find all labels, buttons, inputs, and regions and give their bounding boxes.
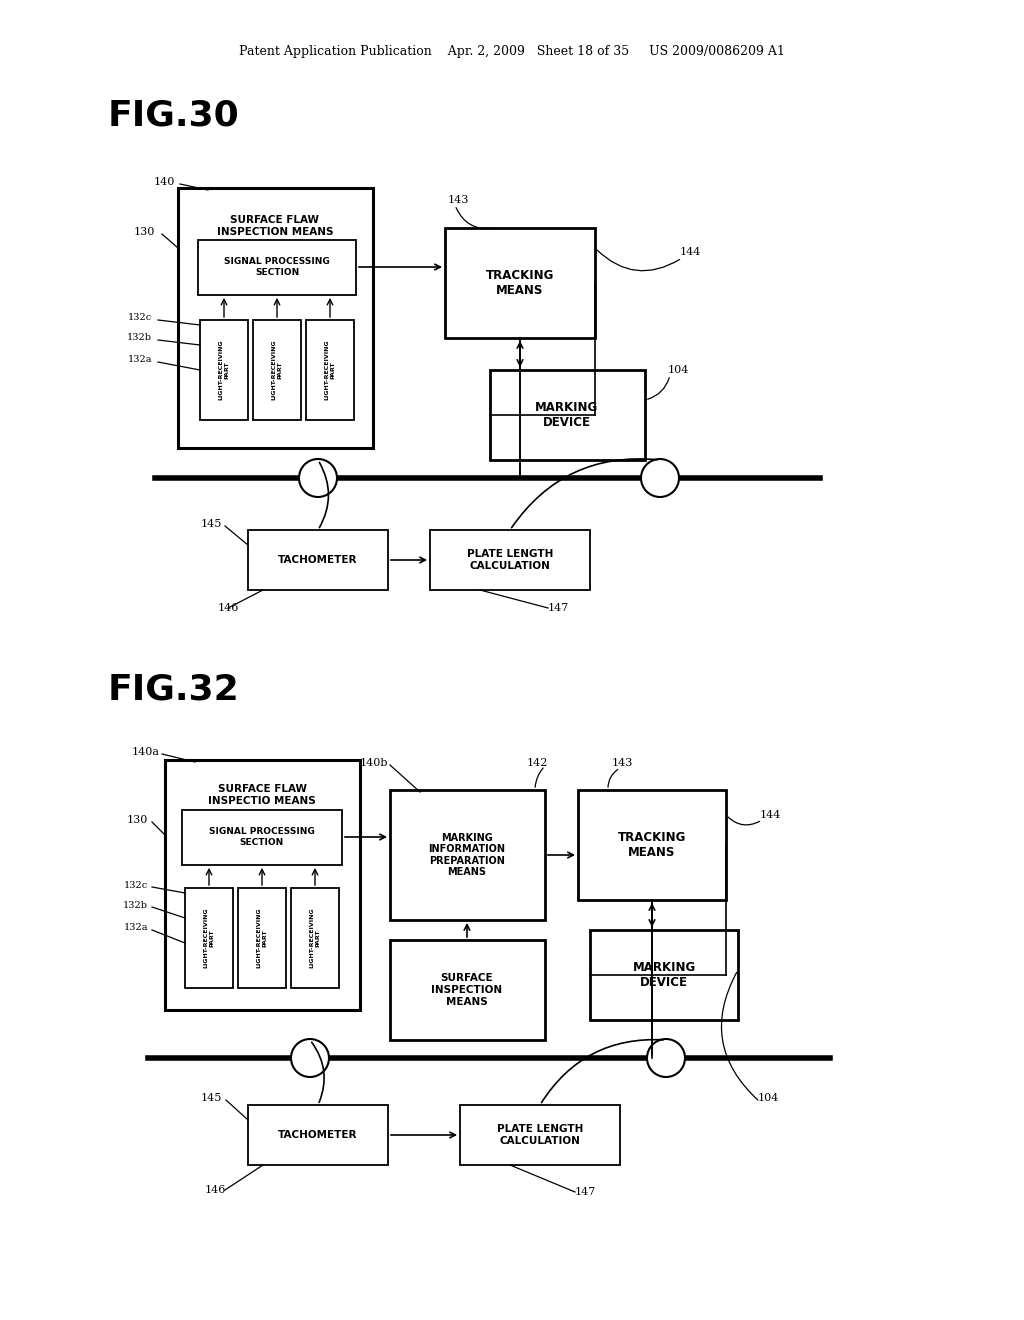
Ellipse shape: [291, 1039, 329, 1077]
Text: 130: 130: [127, 814, 148, 825]
Text: 147: 147: [575, 1187, 596, 1197]
Text: LIGHT-RECEIVING
PART: LIGHT-RECEIVING PART: [257, 908, 267, 969]
Text: FIG.30: FIG.30: [108, 98, 240, 132]
Bar: [248, 1105, 388, 1166]
Text: SURFACE FLAW
INSPECTION MEANS: SURFACE FLAW INSPECTION MEANS: [217, 215, 333, 236]
Ellipse shape: [299, 459, 337, 498]
Bar: [490, 370, 645, 459]
Text: 132c: 132c: [128, 314, 152, 322]
Text: 132a: 132a: [128, 355, 152, 364]
Text: TRACKING
MEANS: TRACKING MEANS: [617, 832, 686, 859]
Text: LIGHT-RECEIVING
PART: LIGHT-RECEIVING PART: [204, 908, 214, 969]
Ellipse shape: [641, 459, 679, 498]
Text: SIGNAL PROCESSING
SECTION: SIGNAL PROCESSING SECTION: [209, 828, 314, 846]
Text: 144: 144: [760, 810, 781, 820]
Ellipse shape: [647, 1039, 685, 1077]
Text: TACHOMETER: TACHOMETER: [279, 554, 357, 565]
Text: MARKING
DEVICE: MARKING DEVICE: [536, 401, 599, 429]
Text: 140b: 140b: [359, 758, 388, 768]
Bar: [578, 789, 726, 900]
Text: MARKING
INFORMATION
PREPARATION
MEANS: MARKING INFORMATION PREPARATION MEANS: [428, 833, 506, 878]
Text: FIG.32: FIG.32: [108, 673, 240, 708]
Text: 132b: 132b: [127, 334, 152, 342]
Bar: [306, 319, 354, 420]
Text: 132c: 132c: [124, 880, 148, 890]
Bar: [182, 810, 342, 865]
Text: TACHOMETER: TACHOMETER: [279, 1130, 357, 1140]
Bar: [185, 888, 233, 987]
Bar: [198, 240, 356, 294]
Text: 140a: 140a: [132, 747, 160, 756]
Text: LIGHT-RECEIVING
PART: LIGHT-RECEIVING PART: [309, 908, 321, 969]
Text: 143: 143: [449, 195, 469, 205]
Text: 146: 146: [218, 603, 240, 612]
Text: 104: 104: [758, 1093, 779, 1104]
Text: MARKING
DEVICE: MARKING DEVICE: [633, 961, 695, 989]
Text: LIGHT-RECEIVING
PART: LIGHT-RECEIVING PART: [271, 339, 283, 400]
Bar: [445, 228, 595, 338]
Bar: [460, 1105, 620, 1166]
Bar: [238, 888, 286, 987]
Bar: [165, 760, 360, 1010]
Text: 104: 104: [668, 366, 689, 375]
Text: SURFACE FLAW
INSPECTIO MEANS: SURFACE FLAW INSPECTIO MEANS: [208, 784, 315, 805]
Text: 132a: 132a: [124, 924, 148, 932]
Bar: [200, 319, 248, 420]
Text: Patent Application Publication    Apr. 2, 2009   Sheet 18 of 35     US 2009/0086: Patent Application Publication Apr. 2, 2…: [239, 45, 785, 58]
Text: PLATE LENGTH
CALCULATION: PLATE LENGTH CALCULATION: [497, 1125, 584, 1146]
Text: 132b: 132b: [123, 900, 148, 909]
Text: 140: 140: [154, 177, 175, 187]
Text: 142: 142: [526, 758, 548, 768]
Text: 146: 146: [205, 1185, 226, 1195]
Bar: [178, 187, 373, 447]
Text: PLATE LENGTH
CALCULATION: PLATE LENGTH CALCULATION: [467, 549, 553, 570]
Bar: [291, 888, 339, 987]
Text: 147: 147: [548, 603, 569, 612]
Bar: [253, 319, 301, 420]
Text: SURFACE
INSPECTION
MEANS: SURFACE INSPECTION MEANS: [431, 973, 503, 1007]
Bar: [390, 940, 545, 1040]
Text: SIGNAL PROCESSING
SECTION: SIGNAL PROCESSING SECTION: [224, 257, 330, 277]
Text: 145: 145: [201, 519, 222, 529]
Bar: [390, 789, 545, 920]
Bar: [248, 531, 388, 590]
Bar: [430, 531, 590, 590]
Bar: [590, 931, 738, 1020]
Text: 143: 143: [612, 758, 634, 768]
Text: LIGHT-RECEIVING
PART: LIGHT-RECEIVING PART: [325, 339, 336, 400]
Text: TRACKING
MEANS: TRACKING MEANS: [485, 269, 554, 297]
Text: 144: 144: [680, 247, 701, 257]
Text: LIGHT-RECEIVING
PART: LIGHT-RECEIVING PART: [218, 339, 229, 400]
Text: 130: 130: [133, 227, 155, 238]
Text: 145: 145: [201, 1093, 222, 1104]
